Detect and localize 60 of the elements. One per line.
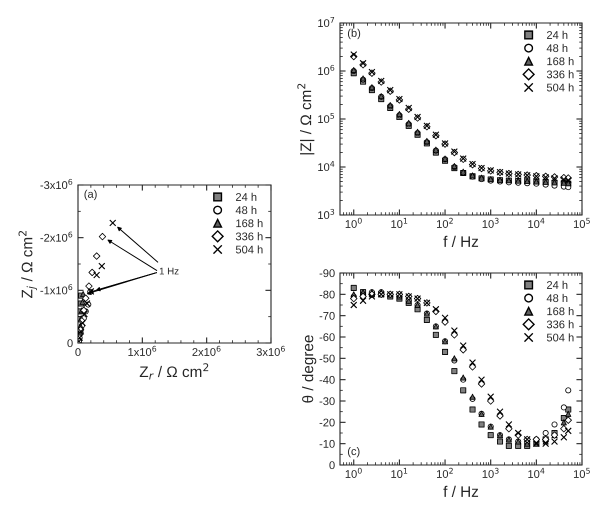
legend-label: 24 h xyxy=(236,192,256,201)
x-tick-label: 10$^{4}$ xyxy=(528,468,544,478)
legend-label: 504 h xyxy=(546,333,574,342)
legend-label: 336 h xyxy=(546,70,574,78)
annotation: (c) xyxy=(348,446,360,458)
legend-label: 168 h xyxy=(547,307,574,316)
y-tick-label: 10$^{6}$ xyxy=(318,64,334,76)
y-tick-label: 0 xyxy=(329,461,335,470)
y-tick-label: -10 xyxy=(320,440,335,448)
y-tick-label: 10$^{7}$ xyxy=(318,17,334,28)
x-axis-title: Z$_{r}$ / Ω cm$^{2}$ xyxy=(140,363,208,380)
y-tick-label: -20 xyxy=(320,418,335,426)
legend-label: 336 h xyxy=(236,232,263,240)
y-tick-label: -60 xyxy=(320,333,335,342)
x-tick-label: 3x10$^{6}$ xyxy=(256,346,285,356)
legend-label: 24 h xyxy=(546,30,568,39)
x-tick-label: 10$^{1}$ xyxy=(391,468,408,478)
y-tick-label: -30 xyxy=(320,397,335,406)
y-tick-label: 0 xyxy=(67,339,73,348)
y-tick-label: -40 xyxy=(320,376,335,384)
annotation: 1 Hz xyxy=(160,268,179,274)
x-tick-label: 10$^{3}$ xyxy=(482,218,499,228)
y-tick-label: -3x10$^{6}$ xyxy=(40,178,72,190)
legend-label: 168 h xyxy=(547,57,574,66)
y-tick-label: -80 xyxy=(320,290,335,298)
y-tick-label: -2x10$^{6}$ xyxy=(40,232,72,242)
annotation: (b) xyxy=(348,28,360,40)
x-tick-label: 1x10$^{6}$ xyxy=(128,346,156,356)
annotation: (a) xyxy=(84,190,97,200)
legend-label: 504 h xyxy=(546,83,574,92)
y-tick-label: -1x10$^{6}$ xyxy=(40,284,72,294)
legend-label: 48 h xyxy=(236,206,256,214)
x-tick-label: 10$^{4}$ xyxy=(528,218,544,228)
x-tick-label: 10$^{2}$ xyxy=(437,468,453,478)
y-tick-label: 10$^{3}$ xyxy=(318,208,334,220)
y-tick-label: 10$^{4}$ xyxy=(318,161,334,172)
y-tick-label: -70 xyxy=(320,312,335,320)
x-tick-label: 10$^{0}$ xyxy=(346,468,362,478)
legend-label: 336 h xyxy=(546,320,574,328)
y-tick-label: 10$^{5}$ xyxy=(318,113,334,124)
x-tick-label: 10$^{2}$ xyxy=(437,218,453,228)
y-tick-label: -90 xyxy=(320,269,335,278)
legend-label: 168 h xyxy=(236,219,263,228)
legend-label: 504 h xyxy=(236,245,263,254)
x-tick-label: 10$^{5}$ xyxy=(574,468,590,478)
x-tick-label: 10$^{3}$ xyxy=(482,468,499,478)
x-tick-label: 10$^{1}$ xyxy=(391,218,408,228)
y-axis-title: Z$_{j}$ / Ω cm$^{2}$ xyxy=(18,231,38,298)
x-axis-title: f / Hz xyxy=(443,236,478,247)
x-tick-label: 10$^{0}$ xyxy=(346,218,362,228)
x-tick-label: 0 xyxy=(75,348,81,356)
x-axis-title: f / Hz xyxy=(443,486,478,497)
y-axis-title: |Z| / Ω cm$^{2}$ xyxy=(297,84,314,154)
y-axis-title: θ / degree xyxy=(302,335,316,403)
legend-label: 48 h xyxy=(546,294,568,302)
y-tick-label: -50 xyxy=(320,354,335,362)
x-tick-label: 10$^{5}$ xyxy=(574,218,590,228)
legend-label: 48 h xyxy=(546,44,568,52)
legend-label: 24 h xyxy=(546,280,568,289)
x-tick-label: 2x10$^{6}$ xyxy=(192,346,221,356)
